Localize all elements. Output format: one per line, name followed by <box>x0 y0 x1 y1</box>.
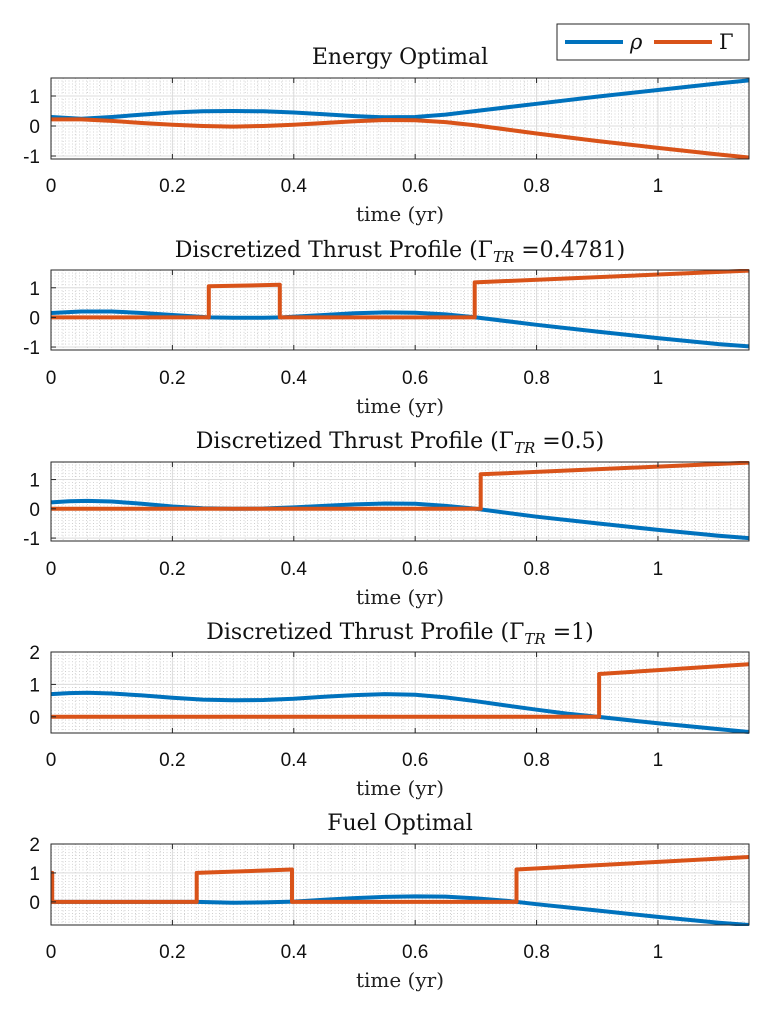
x-tick-label: 0.4 <box>281 368 308 389</box>
y-tick-label: 2 <box>29 835 40 856</box>
y-tick-label: 2 <box>29 643 40 664</box>
x-tick-label: 0.2 <box>159 750 185 771</box>
y-tick-label: -1 <box>23 529 40 550</box>
x-axis-label: time (yr) <box>356 585 444 609</box>
x-tick-label: 1 <box>653 559 664 580</box>
subplot-title: Discretized Thrust Profile (ΓTR =0.5) <box>196 429 605 457</box>
x-tick-label: 0.4 <box>281 176 308 197</box>
y-tick-label: -1 <box>23 147 40 168</box>
subplot-title: Fuel Optimal <box>327 811 473 836</box>
x-tick-label: 0.6 <box>402 750 428 771</box>
axes-box <box>50 461 750 542</box>
y-tick-label: 0 <box>29 117 40 138</box>
y-tick-label: 1 <box>29 471 40 492</box>
x-tick-label: 0 <box>46 559 57 580</box>
x-tick-label: 0 <box>46 368 57 389</box>
x-tick-label: 0.8 <box>523 368 549 389</box>
x-tick-label: 0.6 <box>402 176 428 197</box>
axes-box <box>50 77 750 160</box>
subplot-4: 0 0.2 0.4 0.6 0.8 1 0 1 2 Discretized Thrust Prof… <box>29 620 750 800</box>
subplot-title: Discretized Thrust Profile (ΓTR =0.4781) <box>175 238 626 266</box>
axes-box <box>50 843 750 926</box>
x-tick-label: 0.2 <box>159 368 185 389</box>
series-line-rho <box>51 78 749 121</box>
x-tick-label: 0.6 <box>402 559 428 580</box>
plot-area <box>51 844 749 925</box>
x-axis-label: time (yr) <box>356 202 444 226</box>
series-line-gamma <box>51 117 749 160</box>
axes-box <box>50 269 750 351</box>
x-tick-label: 0 <box>46 176 57 197</box>
x-tick-label: 0.6 <box>402 942 428 963</box>
y-tick-label: 1 <box>29 675 40 696</box>
x-tick-label: 1 <box>653 368 664 389</box>
x-tick-label: 0.2 <box>159 176 185 197</box>
x-tick-label: 1 <box>653 750 664 771</box>
subplot-3: 0 0.2 0.4 0.6 0.8 1 -1 0 1 Discretized Thrust Pro… <box>23 429 750 609</box>
x-tick-label: 0.8 <box>523 176 549 197</box>
x-tick-label: 0.4 <box>281 942 308 963</box>
x-axis-label: time (yr) <box>356 394 444 418</box>
y-tick-label: 1 <box>29 87 40 108</box>
x-tick-label: 1 <box>653 176 664 197</box>
legend-label-gamma: Γ <box>719 30 734 54</box>
x-tick-label: 0.2 <box>159 559 185 580</box>
x-tick-label: 0.8 <box>523 750 549 771</box>
y-tick-label: 0 <box>29 708 40 729</box>
x-tick-label: 0.8 <box>523 559 549 580</box>
y-tick-label: 0 <box>29 893 40 914</box>
x-tick-label: 0.4 <box>281 750 308 771</box>
series-line-gamma <box>51 269 749 320</box>
x-tick-label: 1 <box>653 942 664 963</box>
subplot-2: 0 0.2 0.4 0.6 0.8 1 -1 0 1 Discretized Thrust Pro… <box>23 238 750 418</box>
y-tick-label: 1 <box>29 279 40 300</box>
series-line-rho <box>51 498 749 541</box>
x-tick-label: 0.6 <box>402 368 428 389</box>
y-tick-label: 1 <box>29 864 40 885</box>
y-tick-label: 0 <box>29 308 40 329</box>
subplot-5: 0 0.2 0.4 0.6 0.8 1 0 1 2 Fuel Optimal time (yr) <box>29 811 750 992</box>
series-line-rho <box>51 690 749 734</box>
y-tick-label: 0 <box>29 500 40 521</box>
x-tick-label: 0.2 <box>159 942 185 963</box>
x-axis-label: time (yr) <box>356 968 444 992</box>
x-tick-label: 0 <box>46 750 57 771</box>
series-line-gamma <box>51 662 749 719</box>
x-axis-label: time (yr) <box>356 776 444 800</box>
axes-box <box>50 651 750 734</box>
series-line-gamma <box>51 461 749 511</box>
legend-label-rho: ρ <box>629 30 643 54</box>
x-tick-label: 0.8 <box>523 942 549 963</box>
x-tick-label: 0.4 <box>281 559 308 580</box>
subplot-1: 0 0.2 0.4 0.6 0.8 1 -1 0 1 Energy Optimal time (yr… <box>23 45 750 226</box>
subplot-title: Discretized Thrust Profile (ΓTR =1) <box>206 620 594 648</box>
y-tick-label: -1 <box>23 338 40 359</box>
series-line-rho <box>51 309 749 349</box>
subplot-title: Energy Optimal <box>312 45 488 70</box>
x-tick-label: 0 <box>46 942 57 963</box>
